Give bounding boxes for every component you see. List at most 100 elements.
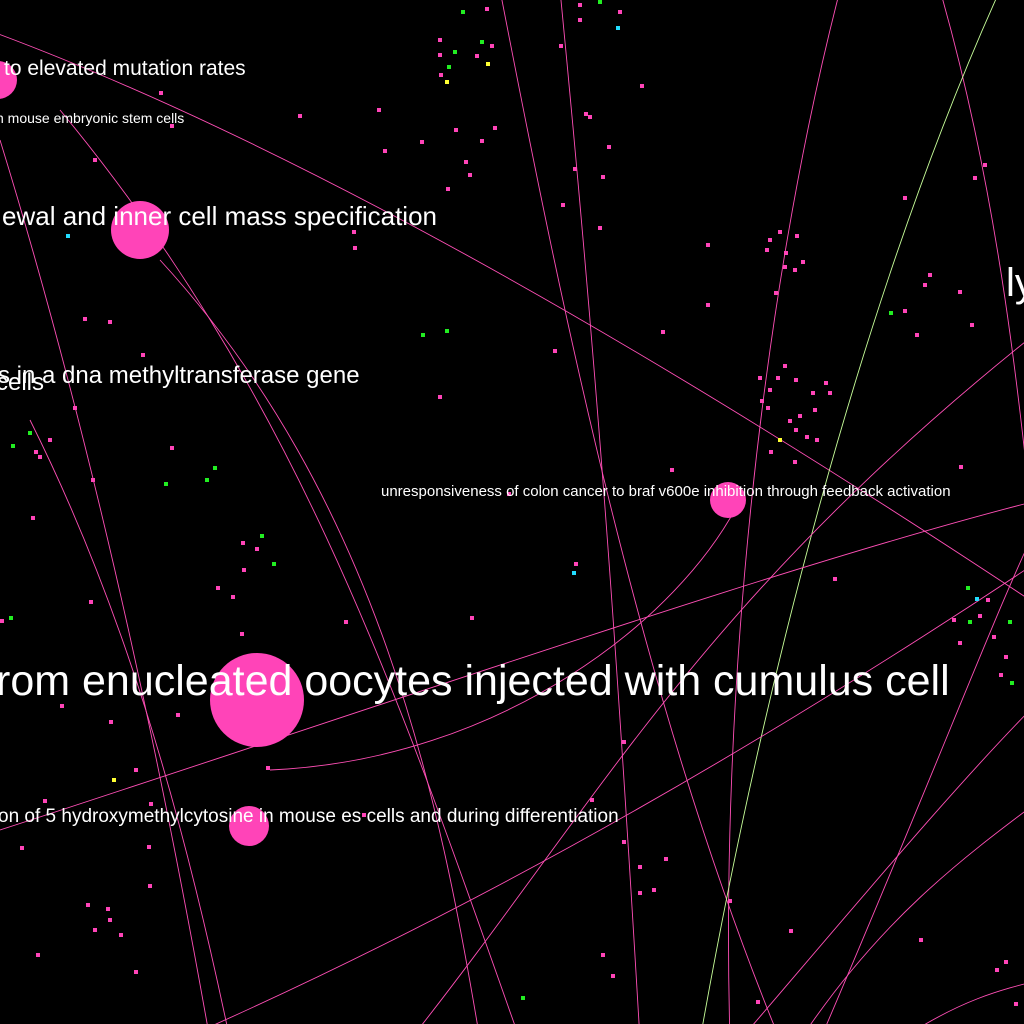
small-node[interactable] [31,516,35,520]
small-node[interactable] [216,586,220,590]
small-node[interactable] [573,167,577,171]
small-node[interactable] [490,44,494,48]
small-node[interactable] [769,450,773,454]
small-node[interactable] [213,466,217,470]
small-node[interactable] [447,65,451,69]
small-node[interactable] [464,160,468,164]
small-node[interactable] [788,419,792,423]
small-node[interactable] [983,163,987,167]
small-node[interactable] [134,970,138,974]
small-node[interactable] [559,44,563,48]
small-node[interactable] [255,547,259,551]
small-node[interactable] [798,414,802,418]
small-node[interactable] [794,428,798,432]
small-node[interactable] [461,10,465,14]
small-node[interactable] [622,740,626,744]
small-node[interactable] [240,632,244,636]
small-node[interactable] [986,598,990,602]
small-node[interactable] [86,903,90,907]
small-node[interactable] [801,260,805,264]
small-node[interactable] [889,311,893,315]
small-node[interactable] [445,329,449,333]
small-node[interactable] [618,10,622,14]
small-node[interactable] [485,7,489,11]
small-node[interactable] [112,778,116,782]
small-node[interactable] [421,333,425,337]
small-node[interactable] [828,391,832,395]
small-node[interactable] [776,376,780,380]
small-node[interactable] [601,953,605,957]
small-node[interactable] [453,50,457,54]
small-node[interactable] [923,283,927,287]
small-node[interactable] [789,929,793,933]
small-node[interactable] [93,928,97,932]
small-node[interactable] [578,3,582,7]
small-node[interactable] [958,641,962,645]
small-node[interactable] [38,455,42,459]
node-hydroxymethylcytosine[interactable] [229,806,269,846]
small-node[interactable] [344,620,348,624]
label-hydroxymethylcytosine[interactable]: on of 5 hydroxymethylcytosine in mouse e… [0,806,619,827]
small-node[interactable] [561,203,565,207]
small-node[interactable] [438,53,442,57]
small-node[interactable] [768,238,772,242]
small-node[interactable] [999,673,1003,677]
small-node[interactable] [611,974,615,978]
small-node[interactable] [439,73,443,77]
small-node[interactable] [813,408,817,412]
node-mutation-rates[interactable] [0,61,17,99]
small-node[interactable] [607,145,611,149]
small-node[interactable] [352,230,356,234]
small-node[interactable] [446,187,450,191]
small-node[interactable] [242,568,246,572]
label-colon-cancer[interactable]: unresponsiveness of colon cancer to braf… [381,483,951,500]
small-node[interactable] [995,968,999,972]
small-node[interactable] [521,996,525,1000]
small-node[interactable] [260,534,264,538]
small-node[interactable] [811,391,815,395]
small-node[interactable] [480,139,484,143]
small-node[interactable] [48,438,52,442]
small-node[interactable] [824,381,828,385]
small-node[interactable] [966,586,970,590]
small-node[interactable] [159,91,163,95]
small-node[interactable] [28,431,32,435]
small-node[interactable] [584,112,588,116]
small-node[interactable] [454,128,458,132]
small-node[interactable] [507,492,511,496]
small-node[interactable] [353,246,357,250]
small-node[interactable] [176,713,180,717]
small-node[interactable] [89,600,93,604]
small-node[interactable] [728,899,732,903]
small-node[interactable] [362,813,366,817]
small-node[interactable] [205,478,209,482]
small-node[interactable] [640,84,644,88]
label-enucleated-oocytes[interactable]: rom enucleated oocytes injected with cum… [0,657,950,705]
small-node[interactable] [903,196,907,200]
small-node[interactable] [765,248,769,252]
small-node[interactable] [83,317,87,321]
small-node[interactable] [952,618,956,622]
small-node[interactable] [970,323,974,327]
small-node[interactable] [783,364,787,368]
small-node[interactable] [553,349,557,353]
small-node[interactable] [968,620,972,624]
small-node[interactable] [383,149,387,153]
small-node[interactable] [778,230,782,234]
small-node[interactable] [793,268,797,272]
small-node[interactable] [706,303,710,307]
small-node[interactable] [815,438,819,442]
small-node[interactable] [20,846,24,850]
small-node[interactable] [1004,655,1008,659]
small-node[interactable] [119,933,123,937]
small-node[interactable] [661,330,665,334]
small-node[interactable] [784,251,788,255]
small-node[interactable] [148,884,152,888]
small-node[interactable] [978,614,982,618]
small-node[interactable] [638,865,642,869]
label-embryonic-stem-cells[interactable]: n mouse embryonic stem cells [0,110,184,126]
small-node[interactable] [420,140,424,144]
small-node[interactable] [141,353,145,357]
